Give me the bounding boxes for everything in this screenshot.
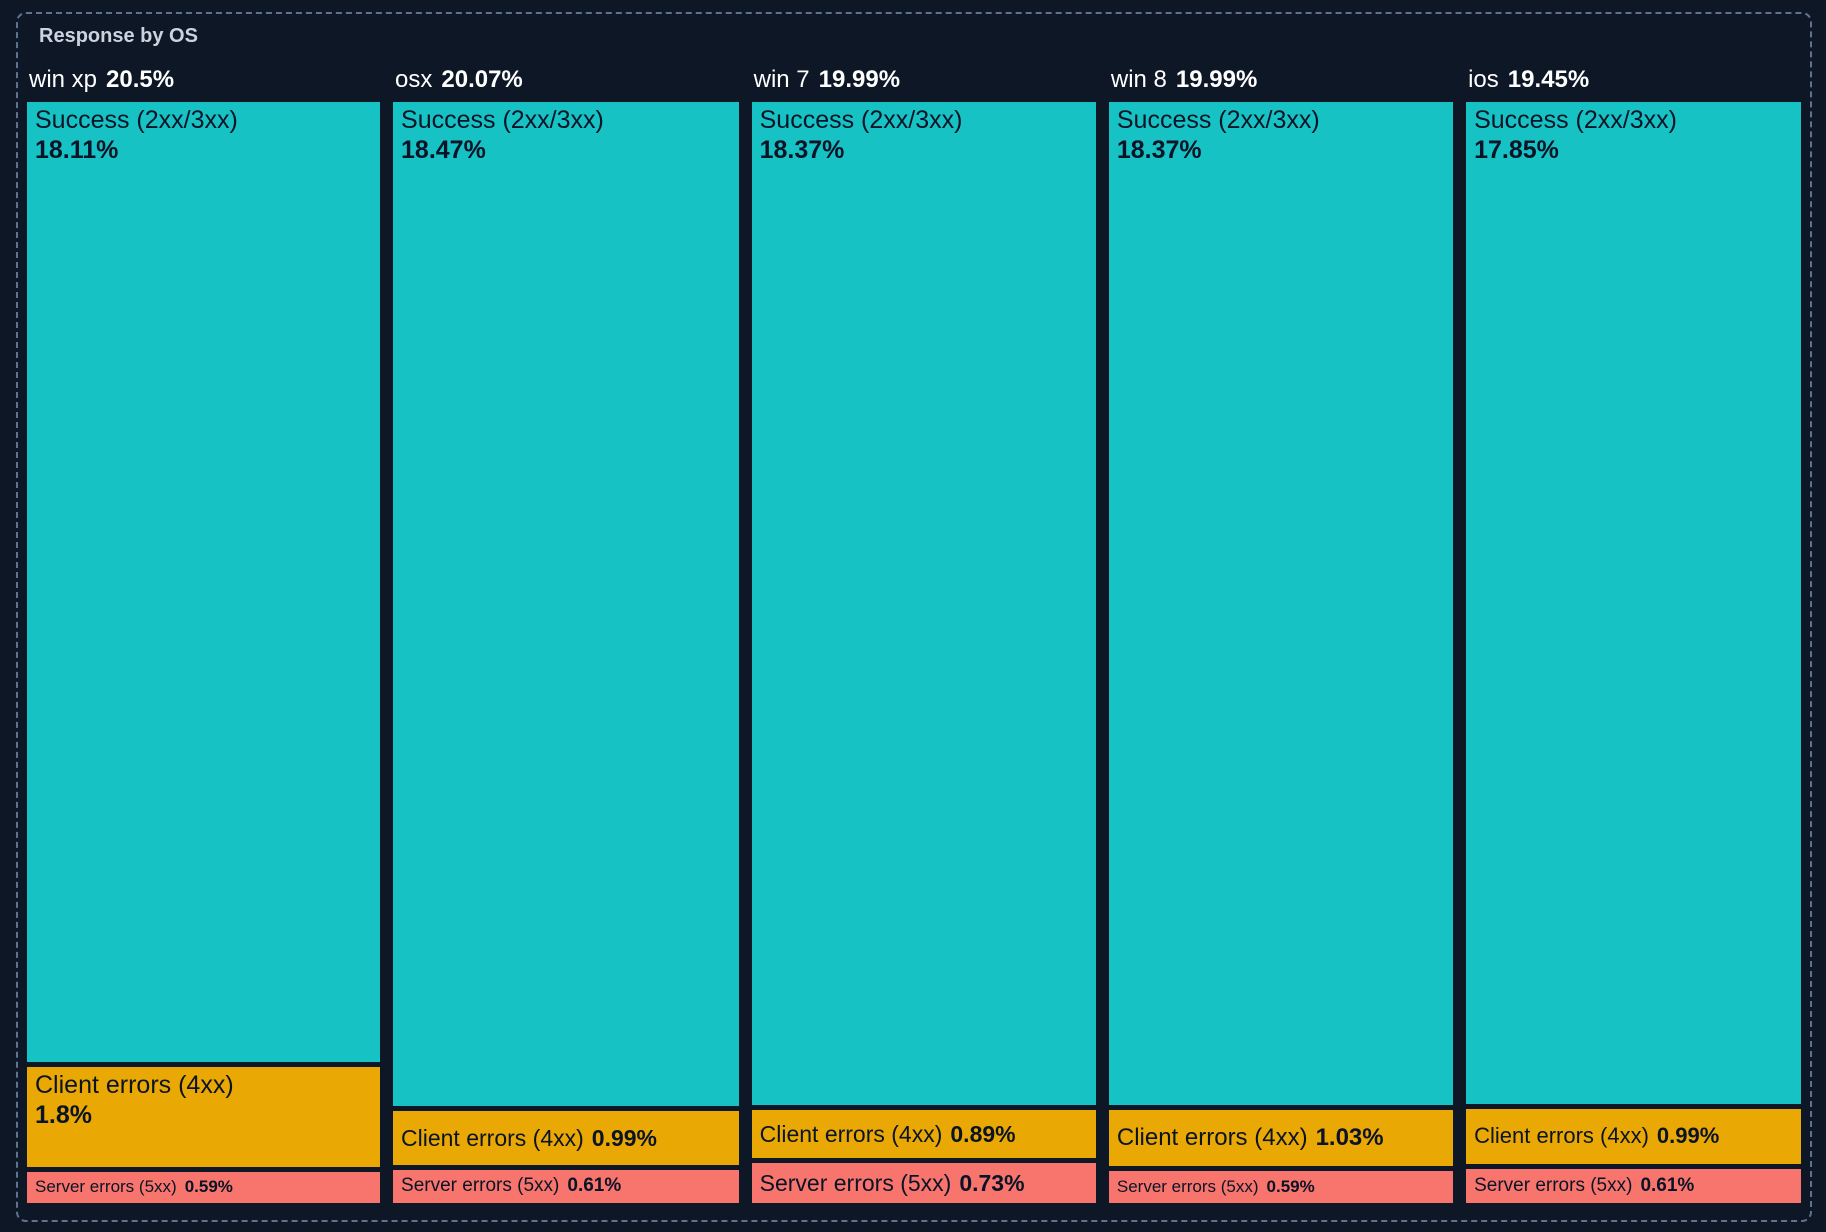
tile-value: 18.11% [35,136,119,164]
tile-label: Server errors (5xx) [759,1169,952,1196]
tile-value: 0.73% [959,1169,1025,1196]
tile-win-xp-server-errors[interactable]: Server errors (5xx) 0.59% [27,1171,381,1203]
tile-win-xp-client-errors[interactable]: Client errors (4xx) 1.8% [27,1066,381,1167]
tile-label: Client errors (4xx) [1474,1123,1649,1149]
tile-osx-success[interactable]: Success (2xx/3xx) 18.47% [393,102,739,1107]
tile-win-7-client-errors[interactable]: Client errors (4xx) 0.89% [751,1109,1096,1159]
tile-ios-client-errors[interactable]: Client errors (4xx) 0.99% [1466,1108,1802,1164]
column-name: win xp [29,66,98,93]
tile-win-8-server-errors[interactable]: Server errors (5xx) 0.59% [1108,1170,1454,1203]
tile-label: Server errors (5xx) [35,1177,177,1197]
column-header-ios[interactable]: ios 19.45% [1466,66,1801,102]
tile-value: 18.37% [1116,136,1202,164]
tile-value: 0.99% [1656,1123,1720,1149]
treemap-column-win-7: win 7 19.99% Success (2xx/3xx) 18.37% Cl… [751,66,1096,1203]
column-percent: 20.07% [441,66,523,93]
tile-win-7-server-errors[interactable]: Server errors (5xx) 0.73% [751,1163,1096,1203]
tile-ios-success[interactable]: Success (2xx/3xx) 17.85% [1466,102,1802,1104]
tile-osx-server-errors[interactable]: Server errors (5xx) 0.61% [393,1169,739,1203]
tile-value: 18.37% [759,136,845,164]
tile-label: Server errors (5xx) [1116,1176,1259,1196]
column-percent: 19.99% [818,66,901,93]
tile-label: Success (2xx/3xx) [401,106,604,134]
column-stack: Success (2xx/3xx) 17.85% Client errors (… [1466,102,1802,1203]
tile-label: Client errors (4xx) [759,1120,943,1147]
column-name: osx [395,66,433,93]
tile-label: Server errors (5xx) [401,1175,560,1197]
column-name: win 8 [1110,66,1167,93]
column-header-win-xp[interactable]: win xp 20.5% [27,66,380,102]
tile-ios-server-errors[interactable]: Server errors (5xx) 0.61% [1466,1168,1802,1203]
tile-label: Success (2xx/3xx) [35,106,238,134]
column-percent: 20.5% [106,66,175,93]
column-stack: Success (2xx/3xx) 18.11% Client errors (… [27,102,381,1203]
tile-label: Success (2xx/3xx) [1116,106,1320,134]
treemap-column-win-8: win 8 19.99% Success (2xx/3xx) 18.37% Cl… [1108,66,1454,1203]
tile-label: Client errors (4xx) [401,1124,584,1151]
tile-label: Success (2xx/3xx) [1474,106,1677,134]
column-stack: Success (2xx/3xx) 18.47% Client errors (… [393,102,739,1203]
tile-value: 0.59% [1266,1176,1315,1196]
treemap-column-win-xp: win xp 20.5% Success (2xx/3xx) 18.11% Cl… [27,66,381,1203]
tile-label: Client errors (4xx) [1116,1123,1308,1151]
tile-osx-client-errors[interactable]: Client errors (4xx) 0.99% [393,1111,739,1165]
column-percent: 19.45% [1507,66,1590,93]
column-header-win-7[interactable]: win 7 19.99% [752,66,1096,102]
column-name: win 7 [753,66,810,93]
tile-label: Server errors (5xx) [1474,1174,1633,1196]
column-stack: Success (2xx/3xx) 18.37% Client errors (… [751,102,1096,1203]
column-stack: Success (2xx/3xx) 18.37% Client errors (… [1108,102,1454,1203]
treemap-column-osx: osx 20.07% Success (2xx/3xx) 18.47% Clie… [393,66,739,1203]
treemap-column-ios: ios 19.45% Success (2xx/3xx) 17.85% Clie… [1466,66,1802,1203]
tile-value: 0.61% [567,1175,622,1197]
tile-value: 0.89% [950,1120,1016,1147]
column-percent: 19.99% [1175,66,1258,93]
column-header-osx[interactable]: osx 20.07% [393,66,739,102]
tile-value: 0.61% [1640,1174,1695,1196]
tile-value: 0.99% [591,1124,657,1151]
tile-value: 0.59% [184,1177,233,1197]
tile-label: Client errors (4xx) [35,1070,234,1099]
column-name: ios [1468,66,1499,93]
tile-win-8-client-errors[interactable]: Client errors (4xx) 1.03% [1108,1109,1454,1166]
tile-win-xp-success[interactable]: Success (2xx/3xx) 18.11% [27,102,381,1062]
tile-value: 18.47% [401,136,486,164]
tile-value: 1.8% [35,1100,92,1129]
tile-value: 1.03% [1315,1123,1384,1151]
tile-value: 17.85% [1474,136,1559,164]
response-by-os-panel: Response by OS win xp 20.5% Success (2xx… [16,12,1812,1222]
column-header-win-8[interactable]: win 8 19.99% [1109,66,1453,102]
tile-win-7-success[interactable]: Success (2xx/3xx) 18.37% [751,102,1096,1105]
tile-win-8-success[interactable]: Success (2xx/3xx) 18.37% [1108,102,1454,1105]
tile-label: Success (2xx/3xx) [759,106,963,134]
treemap-chart: win xp 20.5% Success (2xx/3xx) 18.11% Cl… [27,66,1802,1203]
panel-title: Response by OS [39,25,198,47]
